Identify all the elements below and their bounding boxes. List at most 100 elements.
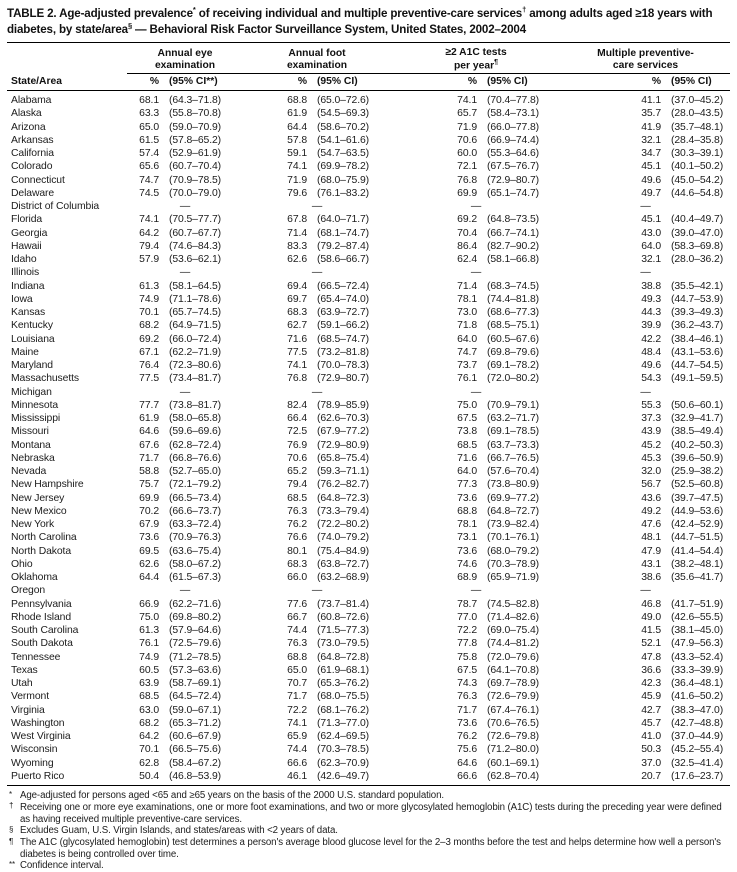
table-row: Arizona 65.0 (59.0–70.9) 64.4 (58.6–70.2) 71.… [7, 121, 730, 134]
cell-confidence-interval: (44.6–54.8) [671, 187, 724, 199]
cell-confidence-interval: (33.3–39.9) [671, 664, 724, 676]
cell-confidence-interval: (35.7–48.1) [671, 121, 724, 133]
cell-confidence-interval: (43.1–53.6) [671, 346, 724, 358]
cell-percent: 79.6 [287, 187, 307, 199]
cell-percent: 71.8 [457, 320, 477, 332]
cell-state-name: West Virginia [11, 731, 71, 743]
header-group-row: State/Area Annual eye examination Annual… [7, 41, 731, 92]
table-row: Pennsylvania 66.9 (62.2–71.6) 77.6 (73.7–81.… [7, 598, 730, 611]
cell-confidence-interval: (68.0–75.9) [317, 174, 370, 186]
cell-state-name: Michigan [11, 386, 52, 398]
cell-percent: 76.3 [457, 691, 477, 703]
cell-confidence-interval: (64.0–71.7) [317, 214, 370, 226]
cell-percent: 69.9 [457, 187, 477, 199]
cell-percent: 50.4 [127, 769, 159, 787]
cell-percent: 75.7 [139, 479, 159, 491]
cell-confidence-interval: (42.7–48.8) [671, 717, 724, 729]
cell-confidence-interval: (65.3–71.2) [169, 717, 222, 729]
cell-percent: 82.4 [287, 399, 307, 411]
cell-percent: 57.9 [139, 254, 159, 266]
cell-confidence-interval: (70.9–79.1) [487, 399, 540, 411]
cell-percent: 41.9 [641, 121, 662, 133]
cell-state-name: District of Columbia [11, 201, 100, 213]
cell-confidence-interval: (58.3–69.8) [671, 240, 724, 252]
cell-confidence-interval: (67.5–76.7) [487, 161, 540, 173]
cell-percent: 70.7 [287, 678, 307, 690]
cell-confidence-interval: (68.3–74.5) [487, 280, 540, 292]
cell-state-name: California [11, 148, 54, 160]
cell-state-name: Alabama [11, 95, 52, 107]
table-row: Washington 68.2 (65.3–71.2) 74.1 (71.3–77.0)… [7, 717, 730, 730]
cell-percent: 86.4 [457, 240, 477, 252]
table-row: Illinois — — — — [7, 266, 730, 279]
cell-confidence-interval: (58.4–73.1) [487, 108, 540, 120]
cell-state-name: South Carolina [11, 625, 79, 637]
cell-percent: 70.6 [287, 452, 307, 464]
table-row: Vermont 68.5 (64.5–72.4) 71.7 (68.0–75.5) 76.… [7, 690, 730, 703]
cell-confidence-interval: (74.4–81.8) [487, 293, 540, 305]
cell-confidence-interval: (68.1–76.2) [317, 704, 370, 716]
cell-state-name: Tennessee [11, 651, 61, 663]
footnote-marker: ** [9, 859, 16, 869]
cell-percent: 55.3 [641, 399, 662, 411]
cell-percent: 34.7 [641, 148, 662, 160]
table-row: Massachusetts 77.5 (73.4–81.7) 76.8 (72.9–80… [7, 372, 730, 385]
cell-confidence-interval: (72.6–79.8) [487, 731, 540, 743]
cell-percent: 69.2 [457, 214, 477, 226]
table-row: Alaska 63.3 (55.8–70.8) 61.9 (54.5–69.3) 65.7… [7, 107, 730, 120]
cell-no-data: — [311, 267, 323, 279]
cell-confidence-interval: (65.4–74.0) [317, 293, 370, 305]
cell-percent: 65.6 [139, 161, 159, 173]
table-row: Montana 67.6 (62.8–72.4) 76.9 (72.9–80.9) 68.… [7, 439, 730, 452]
table-row: New York 67.9 (63.3–72.4) 76.2 (72.2–80.2) 78… [7, 518, 730, 531]
footnotes: * Age-adjusted for persons aged <65 and ≥… [7, 790, 730, 872]
cell-state-name: New York [11, 519, 55, 531]
cell-percent: 44.3 [641, 307, 662, 319]
cell-percent: 49.7 [641, 187, 662, 199]
cell-percent: 78.7 [457, 598, 477, 610]
footnote: ** Confidence interval. [7, 860, 730, 872]
cell-percent: 62.8 [139, 757, 159, 769]
column-header-a1c-pct: % [391, 73, 477, 92]
cell-confidence-interval: (71.2–80.0) [487, 744, 540, 756]
cell-confidence-interval: (78.9–85.9) [317, 399, 370, 411]
cell-confidence-interval: (50.6–60.1) [671, 399, 724, 411]
cell-confidence-interval: (45.2–55.4) [671, 744, 724, 756]
cell-state-name: Maine [11, 346, 39, 358]
cell-percent: 45.1 [641, 161, 662, 173]
table-row: Iowa 74.9 (71.1–78.6) 69.7 (65.4–74.0) 78.1 (7… [7, 293, 730, 306]
cell-percent: 57.8 [287, 134, 307, 146]
cell-state-name: Puerto Rico [7, 769, 127, 787]
cell-percent: 49.2 [641, 505, 662, 517]
cell-confidence-interval: (59.0–70.9) [169, 121, 222, 133]
group-label-line2: examination [154, 60, 216, 72]
cell-confidence-interval: (68.0–75.5) [317, 691, 370, 703]
cell-confidence-interval: (55.8–70.8) [169, 108, 222, 120]
cell-confidence-interval: (38.3–47.0) [671, 704, 724, 716]
group-label-line2: examination [286, 60, 348, 72]
cell-confidence-interval: (63.6–75.4) [169, 545, 222, 557]
cell-confidence-interval: (64.3–71.8) [169, 95, 222, 107]
cell-state-name: Arkansas [11, 134, 54, 146]
column-header-eye-pct: % [127, 73, 159, 92]
cell-percent: 45.7 [641, 717, 662, 729]
cell-confidence-interval: (69.7–78.9) [487, 678, 540, 690]
cell-confidence-interval: (41.4–54.4) [671, 545, 724, 557]
cell-confidence-interval: (65.7–74.5) [169, 307, 222, 319]
cell-no-data: — [470, 585, 482, 597]
cell-confidence-interval: (72.0–80.2) [487, 373, 540, 385]
cell-percent: 65.9 [287, 731, 307, 743]
cell-percent: 70.6 [457, 134, 477, 146]
cell-confidence-interval: (64.8–72.3) [317, 492, 370, 504]
cell-confidence-interval: (66.5–73.4) [169, 492, 222, 504]
cell-confidence-interval: (72.5–79.6) [169, 638, 222, 650]
cell-confidence-interval: (72.9–80.7) [317, 373, 370, 385]
cell-percent: 75.0 [457, 399, 477, 411]
cell-percent: 64.6 [139, 426, 159, 438]
cell-percent: 76.3 [287, 505, 307, 517]
cell-confidence-interval: (38.4–46.1) [671, 333, 724, 345]
cell-percent: 60.0 [457, 148, 477, 160]
cell-percent: 77.0 [457, 611, 477, 623]
table-row: Mississippi 61.9 (58.0–65.8) 66.4 (62.6–70.3… [7, 412, 730, 425]
cell-state-name: North Carolina [11, 532, 77, 544]
